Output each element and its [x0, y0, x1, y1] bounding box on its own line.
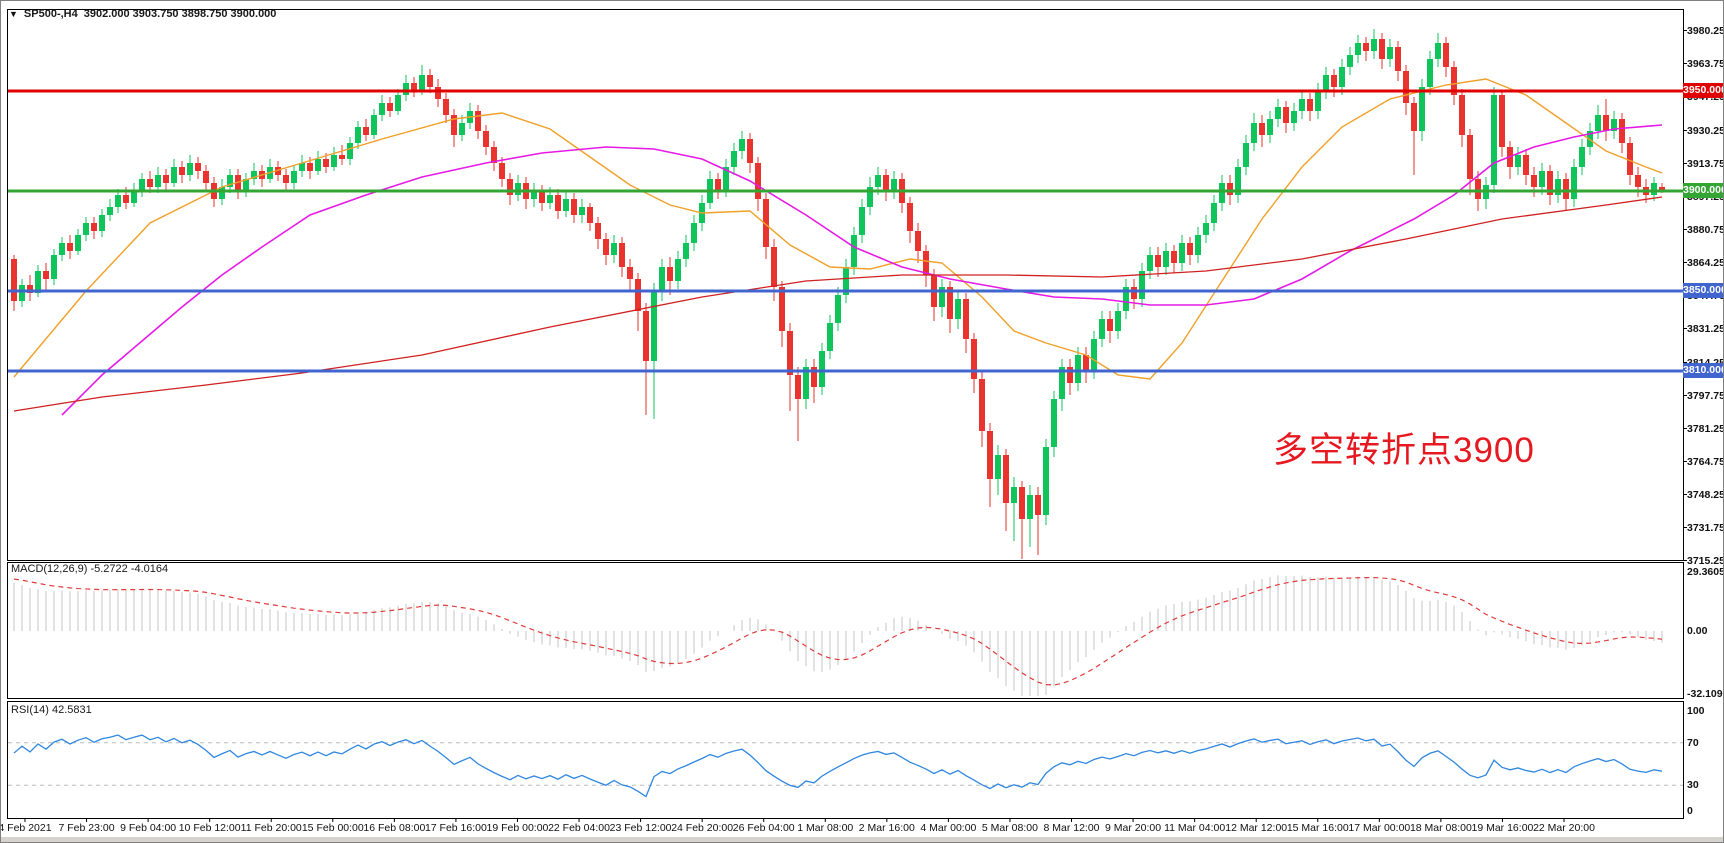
rsi-axis-label: 70	[1687, 737, 1699, 749]
time-axis-label: 2 Mar 16:00	[858, 822, 915, 834]
time-axis[interactable]: 4 Feb 2021 7 Feb 23:00 9 Feb 04:00 10 Feb 1…	[0, 820, 1723, 837]
time-axis-label: 12 Mar 12:00	[1225, 822, 1288, 834]
time-axis-label: 22 Feb 04:00	[548, 822, 610, 834]
time-axis-label: 15 Feb 00:00	[301, 822, 364, 834]
price-tick-label: 3715.250	[1687, 554, 1723, 567]
candles-series	[11, 29, 1665, 559]
time-axis-label: 4 Feb 2021	[0, 822, 52, 834]
time-axis-label: 19 Mar 16:00	[1471, 822, 1534, 834]
time-axis-label: 10 Feb 12:00	[178, 822, 241, 834]
rsi-indicator-label: RSI(14) 42.5831	[11, 704, 92, 716]
time-axis-label: 7 Feb 23:00	[58, 822, 115, 834]
time-axis-label: 22 Mar 20:00	[1533, 822, 1595, 834]
price-level-badge: 3810.000	[1683, 363, 1724, 378]
time-axis-label: 5 Mar 08:00	[981, 822, 1038, 834]
time-axis-label: 16 Feb 08:00	[363, 822, 426, 834]
time-axis-label: 15 Mar 16:00	[1286, 822, 1349, 834]
time-axis-label: 23 Feb 12:00	[609, 822, 672, 834]
symbol-dropdown-icon[interactable]: ▼	[9, 9, 18, 19]
time-axis-label: 17 Mar 00:00	[1348, 822, 1411, 834]
time-axis-label: 19 Feb 00:00	[486, 822, 549, 834]
macd-axis-label: 29.3605	[1687, 566, 1724, 578]
price-level-badge: 3900.000	[1683, 183, 1724, 198]
annotation-text[interactable]: 多空转折点3900	[1273, 431, 1535, 470]
time-axis-label: 9 Feb 04:00	[120, 822, 177, 834]
price-tick-label: 3963.750	[1687, 57, 1723, 70]
time-axis-label: 26 Feb 04:00	[732, 822, 795, 834]
moving-averages	[13, 78, 1663, 416]
time-axis-label: 24 Feb 20:00	[671, 822, 734, 834]
chart-title: ▼ SP500-,H4 3902.000 3903.750 3898.750 3…	[9, 8, 276, 20]
bottom-strip	[1, 837, 1723, 842]
price-tick-label: 3831.250	[1687, 322, 1723, 335]
time-axis-label: 11 Mar 04:00	[1164, 822, 1226, 834]
price-tick-label: 3913.750	[1687, 157, 1723, 170]
price-tick-label: 3980.250	[1687, 24, 1723, 37]
macd-panel-graphics	[13, 575, 1663, 696]
time-axis-label: 11 Feb 20:00	[240, 822, 302, 834]
price-level-badge: 3950.000	[1683, 83, 1724, 98]
panel-borders	[7, 9, 1687, 822]
symbol-period-label: SP500-,H4	[23, 8, 78, 20]
price-tick-label: 3797.750	[1687, 389, 1723, 402]
price-axis[interactable]: 3980.2503963.7503947.2503930.2503913.750…	[1683, 1, 1724, 842]
time-axis-label: 1 Mar 08:00	[797, 822, 854, 834]
ohlc-values: 3902.000 3903.750 3898.750 3900.000	[83, 8, 277, 20]
rsi-panel-graphics	[8, 734, 1683, 798]
time-axis-label: 8 Mar 12:00	[1043, 822, 1100, 834]
price-level-badge: 3850.000	[1683, 283, 1724, 298]
time-axis-label: 17 Feb 16:00	[424, 822, 487, 834]
price-tick-label: 3731.750	[1687, 521, 1723, 534]
price-tick-label: 3781.250	[1687, 422, 1723, 435]
price-tick-label: 3748.250	[1687, 488, 1723, 501]
macd-indicator-label: MACD(12,26,9) -5.2722 -4.0164	[11, 563, 169, 575]
horizontal-level-lines	[8, 89, 1683, 373]
rsi-axis-label: 0	[1687, 805, 1693, 817]
macd-axis-label: 0.00	[1687, 625, 1708, 637]
price-tick-label: 3864.250	[1687, 256, 1723, 269]
price-tick-label: 3930.250	[1687, 124, 1723, 137]
rsi-axis-label: 30	[1687, 779, 1699, 791]
rsi-axis-label: 100	[1687, 705, 1705, 717]
macd-axis-label: -32.1096	[1687, 688, 1723, 700]
price-tick-label: 3764.750	[1687, 455, 1723, 468]
time-axis-label: 18 Mar 08:00	[1409, 822, 1472, 834]
time-axis-label: 9 Mar 20:00	[1105, 822, 1162, 834]
time-axis-label: 4 Mar 00:00	[920, 822, 977, 834]
price-tick-label: 3880.750	[1687, 223, 1723, 236]
